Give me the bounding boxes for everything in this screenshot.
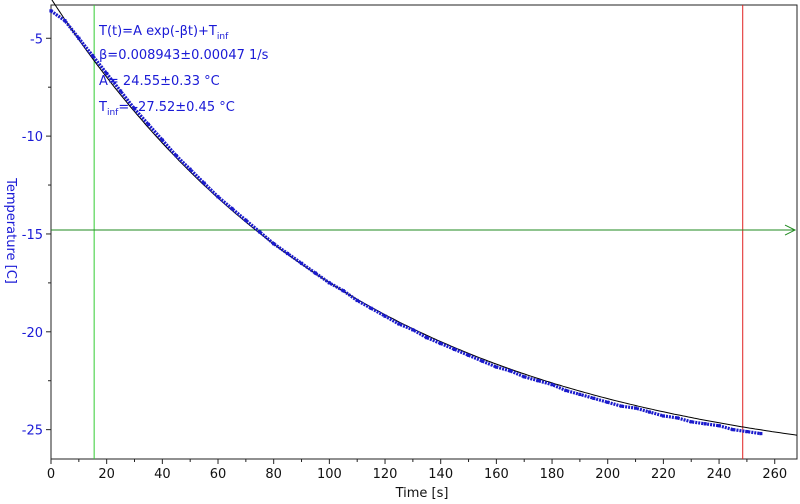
data-point [272,242,276,246]
x-tick-label: 80 [265,467,282,482]
x-tick-label: 0 [47,467,55,482]
data-point [105,71,109,76]
x-tick-label: 200 [595,467,620,482]
data-point [63,19,67,23]
data-point [522,375,526,379]
data-point [411,328,415,332]
data-point [731,428,735,432]
data-point [77,36,81,40]
data-point [620,404,624,408]
data-point [202,181,206,185]
data-point [466,353,471,357]
data-point [355,298,359,303]
data-point [313,271,318,275]
data-point [759,431,763,436]
data-point [49,9,53,13]
x-tick-label: 20 [98,467,115,482]
y-tick-label: -5 [30,32,43,47]
x-tick-label: 240 [707,467,732,482]
data-point [536,379,540,383]
y-tick-label: -25 [22,424,43,439]
x-tick-label: 140 [428,467,453,482]
data-point [174,154,178,158]
data-point [91,54,95,58]
data-point [592,396,596,400]
data-point [188,167,192,171]
fit-curve [51,0,798,436]
data-point [745,430,749,434]
data-point [703,422,707,426]
data-point [383,314,387,318]
data-trace [50,9,762,436]
level-arrow-icon [784,224,797,236]
data-point [606,400,610,404]
data-point [244,218,248,222]
data-point [564,388,568,393]
data-point [258,230,262,234]
x-tick-label: 260 [762,467,787,482]
data-point [132,107,137,111]
x-tick-label: 60 [210,467,227,482]
data-point [146,122,151,126]
y-axis-title: Temperature [C] [3,177,18,284]
x-tick-label: 220 [651,467,676,482]
data-point [633,406,638,410]
x-tick-label: 160 [484,467,509,482]
fit-annotation: T(t)=A exp(-βt)+Tinf β=0.008943±0.00047 … [98,24,269,118]
data-point [689,420,693,424]
data-point [369,306,373,310]
data-point [578,392,582,397]
data-point [480,359,485,363]
x-tick-label: 120 [373,467,398,482]
data-point [494,365,498,369]
fit-tinf-value: Tinf= -27.52±0.45 °C [98,100,235,118]
y-tick-label: -10 [22,130,43,145]
data-point [286,251,290,256]
data-point [425,336,429,340]
data-point [453,347,457,352]
data-point [647,410,652,414]
data-point [550,383,554,387]
data-point [439,341,443,346]
data-point [118,89,123,93]
plot-frame [50,4,798,460]
x-tick-label: 40 [154,467,171,482]
fit-formula: T(t)=A exp(-βt)+Tinf [98,24,229,42]
x-axis-title: Time [s] [395,486,449,501]
data-point [160,138,164,142]
data-point [216,195,220,199]
data-point [299,261,304,265]
x-tick-label: 100 [317,467,342,482]
x-tick-label: 180 [540,467,565,482]
data-point [717,424,721,428]
data-point [675,416,679,420]
data-point [341,289,345,293]
data-point [661,414,665,418]
y-tick-label: -15 [22,228,43,243]
y-tick-label: -20 [22,326,43,341]
data-point [397,322,401,326]
fit-beta: β=0.008943±0.00047 1/s [99,48,269,63]
data-point [327,281,331,285]
data-point [230,206,234,211]
fit-a-value: A= 24.55±0.33 °C [99,74,220,89]
data-point [508,369,512,373]
